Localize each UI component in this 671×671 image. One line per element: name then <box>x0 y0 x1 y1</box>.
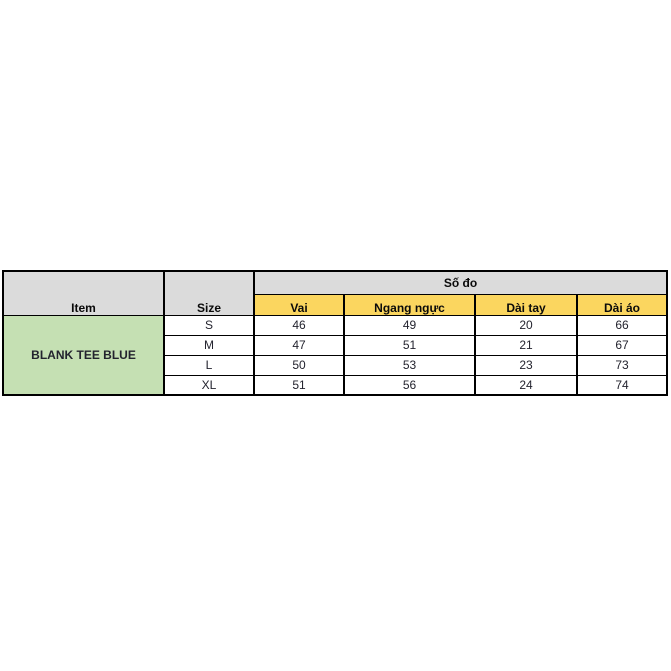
value-cell: 46 <box>253 314 345 336</box>
header-row-measures: Vai Ngang ngực Dài tay Dài áo <box>3 293 669 316</box>
value-cell: 66 <box>575 314 669 336</box>
size-cell: L <box>163 354 255 376</box>
size-cell: XL <box>163 374 255 396</box>
size-cell: S <box>163 314 255 336</box>
col-header-item: Item <box>2 270 165 316</box>
value-cell: 51 <box>343 334 476 356</box>
value-cell: 51 <box>253 374 345 396</box>
header-row-group: Item Size Số đo <box>2 270 669 316</box>
size-cell: M <box>163 334 255 356</box>
value-cell: 73 <box>575 354 669 376</box>
col-header-dai-tay: Dài tay <box>474 293 578 316</box>
value-cell: 56 <box>343 374 476 396</box>
item-name-cell: BLANK TEE BLUE <box>2 314 165 396</box>
value-cell: 53 <box>343 354 476 376</box>
group-header-measurements: Số đo <box>252 270 669 295</box>
value-cell: 50 <box>253 354 345 376</box>
col-header-vai: Vai <box>253 293 345 316</box>
value-cell: 20 <box>474 314 578 336</box>
value-cell: 67 <box>575 334 669 356</box>
value-cell: 24 <box>474 374 578 396</box>
value-cell: 47 <box>253 334 345 356</box>
table-row-l: L 50 53 23 73 <box>3 354 669 376</box>
value-cell: 49 <box>343 314 476 336</box>
value-cell: 23 <box>474 354 578 376</box>
col-header-dai-ao: Dài áo <box>575 293 669 316</box>
size-chart-table: Item Size Số đo Vai Ngang ngực Dài tay D… <box>2 270 669 396</box>
col-header-ngang-nguc: Ngang ngực <box>343 293 476 316</box>
col-header-size: Size <box>163 270 255 316</box>
value-cell: 74 <box>575 374 669 396</box>
value-cell: 21 <box>474 334 578 356</box>
table-row-xl: XL 51 56 24 74 <box>3 374 669 396</box>
table-row-s: BLANK TEE BLUE S 46 49 20 66 <box>2 314 669 396</box>
